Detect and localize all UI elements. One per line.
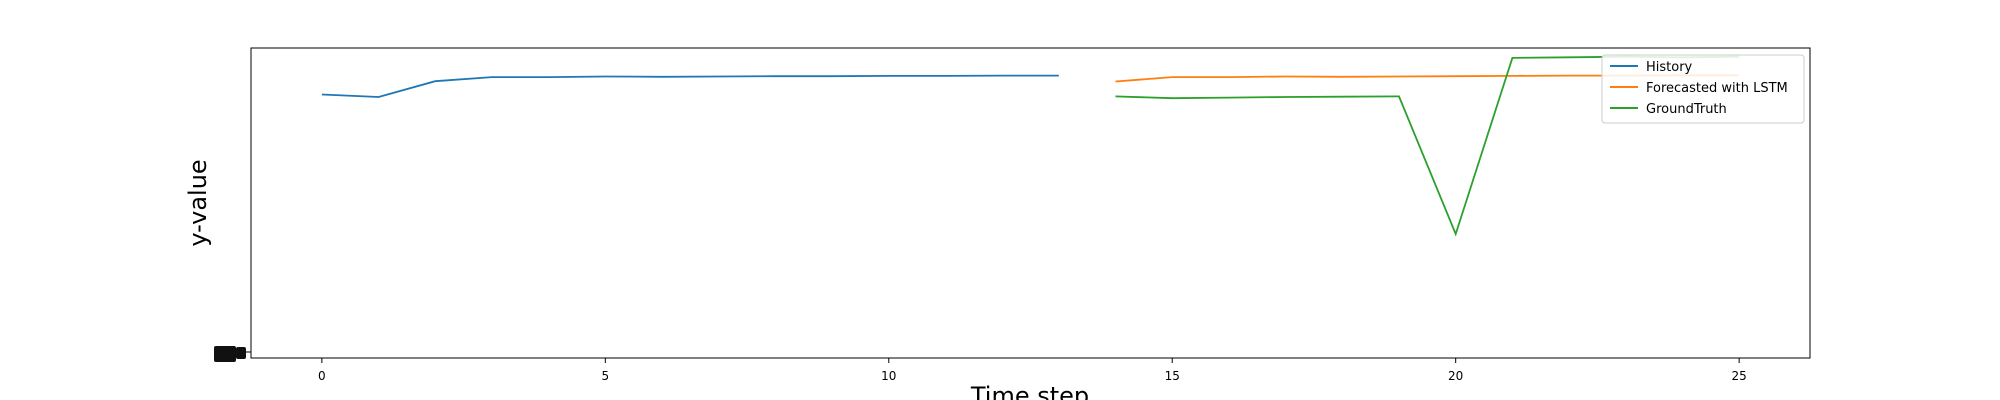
y-axis-title: y-value xyxy=(184,159,212,246)
x-axis-ticks: 0 5 10 15 20 25 xyxy=(318,358,1747,383)
legend: History Forecasted with LSTM GroundTruth xyxy=(1601,54,1805,124)
y-tick-label-overlap-1 xyxy=(214,350,236,362)
legend-label-0: History xyxy=(1646,60,1693,75)
legend-label-1: Forecasted with LSTM xyxy=(1646,81,1788,96)
y-tick-label-overlap-2 xyxy=(236,347,246,359)
series-line-0 xyxy=(321,74,1059,98)
legend-label-2: GroundTruth xyxy=(1646,102,1727,117)
x-axis-title: Time step xyxy=(970,382,1089,400)
x-tick-label-4: 20 xyxy=(1448,369,1463,383)
x-tick-label-1: 5 xyxy=(601,369,609,383)
y-axis-ticks xyxy=(214,346,251,362)
legend-items: History Forecasted with LSTM GroundTruth xyxy=(1610,60,1788,117)
x-tick-label-5: 25 xyxy=(1731,369,1746,383)
x-tick-label-3: 15 xyxy=(1165,369,1180,383)
legend-box xyxy=(1601,54,1805,124)
x-tick-label-0: 0 xyxy=(318,369,326,383)
plot-frame xyxy=(250,47,1811,359)
plot-lines xyxy=(321,55,1740,237)
x-tick-label-2: 10 xyxy=(881,369,896,383)
